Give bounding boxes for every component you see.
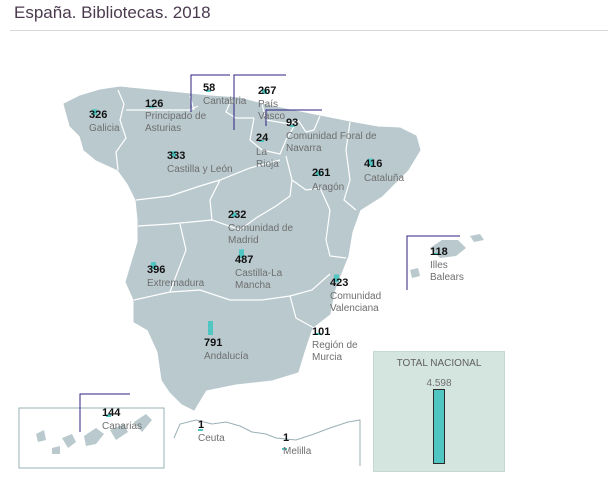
label-andalucia: Andalucía — [204, 351, 249, 362]
value-castilla-la-mancha: 487 — [235, 254, 253, 266]
value-castilla-leon: 333 — [167, 150, 185, 162]
marker-melilla — [282, 448, 287, 450]
value-cantabria: 58 — [203, 82, 215, 94]
value-madrid: 232 — [228, 209, 246, 221]
value-navarra: 93 — [286, 117, 298, 129]
value-cataluna: 416 — [364, 158, 382, 170]
marker-asturias — [149, 105, 154, 108]
marker-ceuta — [198, 429, 203, 431]
label-castilla-leon: Castilla y León — [167, 164, 233, 175]
marker-valenciana — [334, 274, 339, 282]
label-melilla: Melilla — [283, 446, 312, 457]
value-asturias: 126 — [145, 98, 163, 110]
value-la-rioja: 24 — [256, 132, 269, 144]
region-borders — [115, 89, 357, 329]
label-la-rioja-line1: La — [256, 147, 268, 158]
label-murcia-line2: Murcia — [312, 352, 342, 363]
value-valenciana: 423 — [330, 277, 348, 289]
chart-title: España. Bibliotecas. 2018 — [14, 3, 211, 22]
label-valenciana-line1: Comunidad — [330, 291, 381, 302]
label-la-rioja-line2: Rioja — [256, 159, 279, 170]
marker-pais-vasco — [262, 89, 267, 94]
marker-madrid — [232, 212, 237, 217]
label-aragon: Aragón — [312, 182, 344, 193]
value-canarias: 144 — [102, 407, 121, 419]
value-pais-vasco: 267 — [258, 85, 276, 97]
label-pais-vasco-line1: País — [258, 99, 278, 110]
value-andalucia: 791 — [204, 337, 222, 349]
label-ceuta: Ceuta — [198, 433, 225, 444]
marker-murcia — [316, 333, 321, 335]
label-asturias-line1: Principado de — [145, 111, 207, 122]
marker-la-rioja — [259, 140, 264, 142]
total-nacional-box: TOTAL NACIONAL 4.598 — [373, 351, 505, 472]
marker-andalucia — [208, 321, 213, 335]
north-africa-coast — [173, 419, 361, 466]
label-madrid-line2: Madrid — [228, 235, 259, 246]
label-extremadura: Extremadura — [147, 278, 205, 289]
canarias-islands — [36, 414, 152, 454]
total-value: 4.598 — [426, 378, 452, 389]
value-markers — [92, 89, 439, 450]
value-ceuta: 1 — [198, 419, 204, 431]
label-pais-vasco-line2: Vasco — [258, 111, 285, 122]
value-aragon: 261 — [312, 167, 330, 179]
total-bar — [433, 389, 445, 464]
marker-extremadura — [151, 261, 156, 269]
label-navarra-line1: Comunidad Foral de — [286, 131, 377, 142]
label-baleares-line1: Illes — [430, 260, 448, 271]
label-baleares-line2: Balears — [430, 272, 464, 283]
marker-cantabria — [206, 90, 211, 92]
label-asturias-line2: Asturias — [145, 123, 181, 134]
value-galicia: 326 — [89, 109, 107, 121]
value-melilla: 1 — [283, 432, 289, 444]
value-extremadura: 396 — [147, 264, 165, 276]
marker-castilla-la-mancha — [239, 249, 244, 258]
value-baleares: 118 — [430, 246, 448, 258]
marker-canarias — [106, 414, 111, 417]
label-castilla-la-mancha-line2: Mancha — [235, 280, 271, 291]
marker-baleares — [434, 252, 439, 255]
label-cantabria: Cantabria — [203, 96, 247, 107]
title-divider — [10, 30, 608, 31]
marker-castilla-leon — [171, 151, 176, 157]
marker-aragon — [316, 171, 321, 176]
marker-cataluna — [368, 158, 373, 166]
leader-lines — [79, 74, 460, 432]
label-galicia: Galicia — [89, 123, 120, 134]
label-valenciana-line2: Valenciana — [330, 303, 379, 314]
total-label: TOTAL NACIONAL — [396, 358, 482, 369]
label-canarias: Canarias — [102, 421, 142, 432]
label-madrid-line1: Comunidad de — [228, 223, 293, 234]
label-cataluna: Cataluña — [364, 173, 404, 184]
marker-galicia — [92, 109, 97, 115]
label-castilla-la-mancha-line1: Castilla-La — [235, 268, 283, 279]
label-navarra-line2: Navarra — [286, 143, 322, 154]
mainland-shape — [63, 86, 421, 411]
label-murcia-line1: Región de — [312, 340, 358, 351]
value-murcia: 101 — [312, 326, 330, 338]
marker-navarra — [290, 125, 295, 127]
